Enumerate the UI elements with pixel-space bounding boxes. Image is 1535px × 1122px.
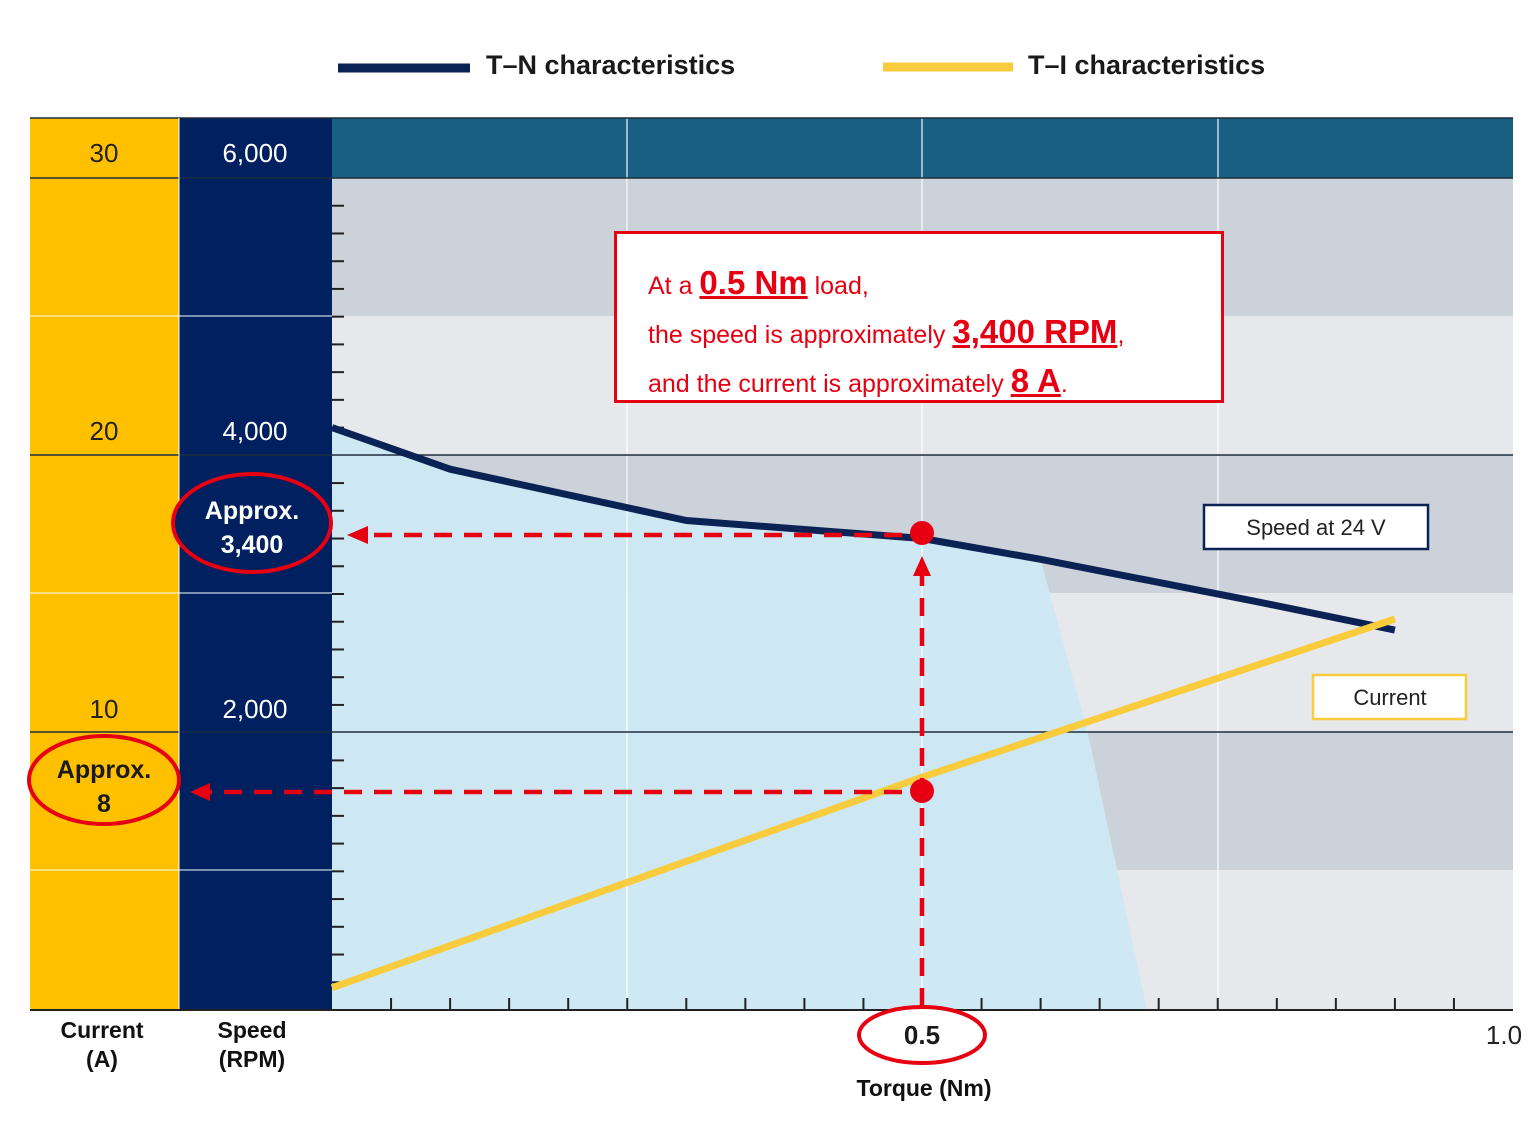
torque-guide-arrowhead <box>913 556 931 576</box>
note-line-2-highlight: 3,400 RPM <box>952 313 1118 350</box>
current-tick-labels: 30 20 10 <box>90 138 119 724</box>
note-line-1-post: load, <box>807 272 869 300</box>
note-line-1: At a 0.5 Nm load, <box>648 260 1221 309</box>
speed-callout-line2: 3,400 <box>221 531 284 559</box>
speed-tick-labels: 6,000 4,000 2,000 <box>222 138 287 724</box>
legend: T–N characteristics T–I characteristics <box>338 50 1265 80</box>
note-line-2-post: , <box>1117 321 1125 349</box>
operating-region <box>332 427 1147 1011</box>
speed-tick-label-4000: 4,000 <box>222 416 287 446</box>
current-series-line <box>330 615 1397 992</box>
speed-axis-title-line1: Speed <box>217 1017 286 1043</box>
current-tick-label-20: 20 <box>90 416 119 446</box>
speed-callout: Approx. 3,400 <box>171 472 333 574</box>
note-line-2: the speed is approximately 3,400 RPM, <box>648 309 1221 358</box>
current-series-label: Current <box>1311 673 1468 721</box>
current-tick-label-10: 10 <box>90 694 119 724</box>
note-line-3-highlight: 8 A <box>1010 362 1061 399</box>
current-axis-title-line2: (A) <box>86 1046 118 1072</box>
torque-callout: 0.5 <box>857 1005 987 1065</box>
note-line-1-highlight: 0.5 Nm <box>699 264 808 301</box>
torque-minor-ticks <box>390 998 1455 1010</box>
speed-tick-label-2000: 2,000 <box>222 694 287 724</box>
current-callout-ellipse <box>27 734 181 826</box>
current-series-label-box <box>1311 673 1468 721</box>
speed-tick-label-6000: 6,000 <box>222 138 287 168</box>
current-tick-label-30: 30 <box>90 138 119 168</box>
note-line-3: and the current is approximately 8 A. <box>648 358 1221 407</box>
torque-tick-label-1-0: 1.0 <box>1486 1020 1522 1050</box>
current-axis-title-line1: Current <box>60 1017 143 1043</box>
torque-callout-text: 0.5 <box>904 1020 940 1050</box>
speed-series-label: Speed at 24 V <box>1202 503 1430 551</box>
legend-label-ti: T–I characteristics <box>1028 50 1265 80</box>
current-series-label-text: Current <box>1353 685 1426 710</box>
note-line-3-pre: and the current is approximately <box>648 370 1011 398</box>
note-line-2-pre: the speed is approximately <box>648 321 953 349</box>
speed-callout-ellipse <box>171 472 333 574</box>
speed-axis-title-line2: (RPM) <box>219 1046 285 1072</box>
current-operating-point <box>910 779 934 803</box>
annotation-note-box: At a 0.5 Nm load, the speed is approxima… <box>614 231 1224 403</box>
torque-axis-title: Torque (Nm) <box>856 1075 991 1101</box>
note-line-3-post: . <box>1060 370 1068 398</box>
note-line-1-pre: At a <box>648 272 700 300</box>
current-axis-column <box>30 118 179 1010</box>
legend-label-tn: T–N characteristics <box>486 50 735 80</box>
speed-callout-line1: Approx. <box>205 497 299 525</box>
horizontal-grid <box>30 117 1513 1010</box>
current-callout-line2: 8 <box>97 790 111 818</box>
speed-minor-ticks <box>332 204 344 984</box>
speed-series-label-text: Speed at 24 V <box>1246 515 1386 540</box>
speed-guide-arrowhead <box>347 526 368 544</box>
current-guide-arrowhead <box>190 783 210 801</box>
current-callout: Approx. 8 <box>27 734 181 826</box>
speed-series-label-box <box>1202 503 1430 551</box>
torque-callout-ellipse <box>857 1005 987 1065</box>
current-callout-line1: Approx. <box>57 756 151 784</box>
speed-operating-point <box>910 521 934 545</box>
